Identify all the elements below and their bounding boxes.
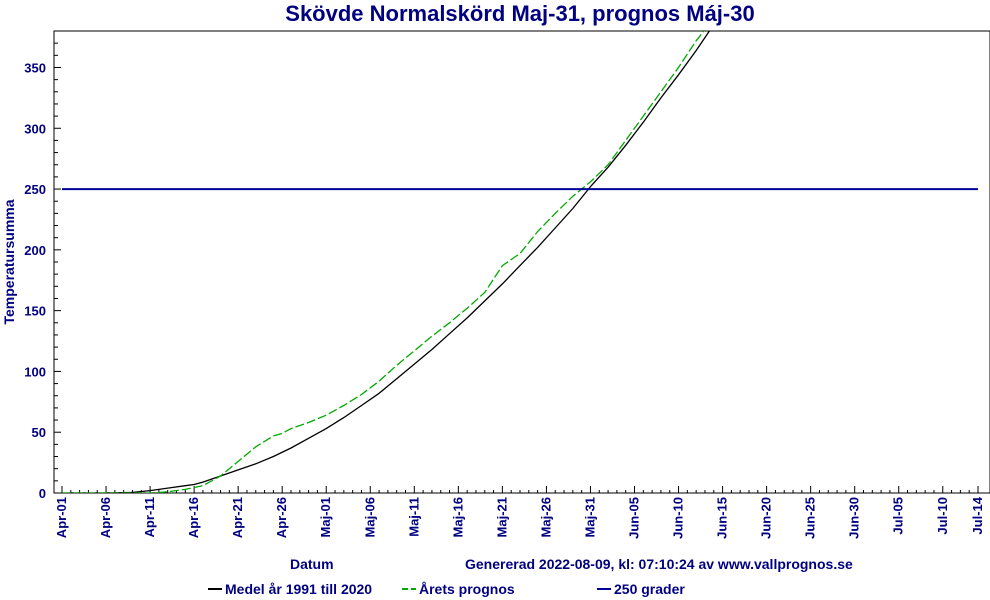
average-line (62, 31, 710, 493)
legend: Medel år 1991 till 2020 Årets prognos 250 … (208, 581, 685, 597)
legend-label: Medel år 1991 till 2020 (225, 581, 372, 597)
forecast-line (62, 31, 705, 493)
x-tick-label: Apr-06 (98, 497, 113, 538)
y-tick-label: 350 (24, 60, 46, 75)
legend-label: Årets prognos (419, 581, 515, 597)
y-tick-label: 0 (39, 486, 46, 501)
x-tick-label: Maj-01 (318, 497, 333, 537)
x-tick-label: Jun-20 (759, 497, 774, 539)
x-tick-label: Jun-15 (715, 497, 730, 539)
y-tick-label: 50 (32, 425, 46, 440)
x-tick-label: Apr-01 (54, 497, 69, 538)
legend-label: 250 grader (614, 581, 685, 597)
y-tick-label: 250 (24, 182, 46, 197)
generated-text: Genererad 2022-08-09, kl: 07:10:24 av ww… (465, 556, 853, 572)
y-axis: 0 50 100 150 200 250 300 350 (24, 30, 61, 501)
x-tick-label: Jul-10 (935, 497, 950, 535)
x-tick-label: Maj-06 (362, 497, 377, 537)
y-tick-label: 300 (24, 121, 46, 136)
x-tick-label: Maj-16 (450, 497, 465, 537)
x-tick-label: Maj-21 (494, 497, 509, 537)
x-tick-label: Jul-05 (891, 497, 906, 535)
x-tick-label: Maj-11 (406, 497, 421, 537)
y-tick-label: 200 (24, 243, 46, 258)
x-tick-label: Maj-26 (538, 497, 553, 537)
x-axis-title: Datum (290, 556, 334, 572)
chart-title: Skövde Normalskörd Maj-31, prognos Máj-3… (285, 1, 754, 26)
x-tick-label: Jun-05 (627, 497, 642, 539)
x-axis: Apr-01 Apr-06 Apr-11 Apr-16 Apr-21 Apr-26 Maj-… (54, 486, 985, 539)
y-tick-label: 100 (24, 364, 46, 379)
x-tick-label: Apr-26 (274, 497, 289, 538)
x-tick-label: Apr-21 (230, 497, 245, 538)
series-layer (62, 31, 978, 493)
y-tick-label: 150 (24, 304, 46, 319)
x-tick-label: Jun-25 (803, 497, 818, 539)
x-tick-label: Jun-30 (847, 497, 862, 539)
x-tick-label: Apr-16 (186, 497, 201, 538)
x-tick-label: Jun-10 (671, 497, 686, 539)
x-tick-label: Jul-14 (970, 496, 985, 534)
y-axis-title: Temperatursumma (1, 199, 17, 324)
x-tick-label: Apr-11 (142, 497, 157, 537)
x-tick-label: Maj-31 (582, 497, 597, 537)
